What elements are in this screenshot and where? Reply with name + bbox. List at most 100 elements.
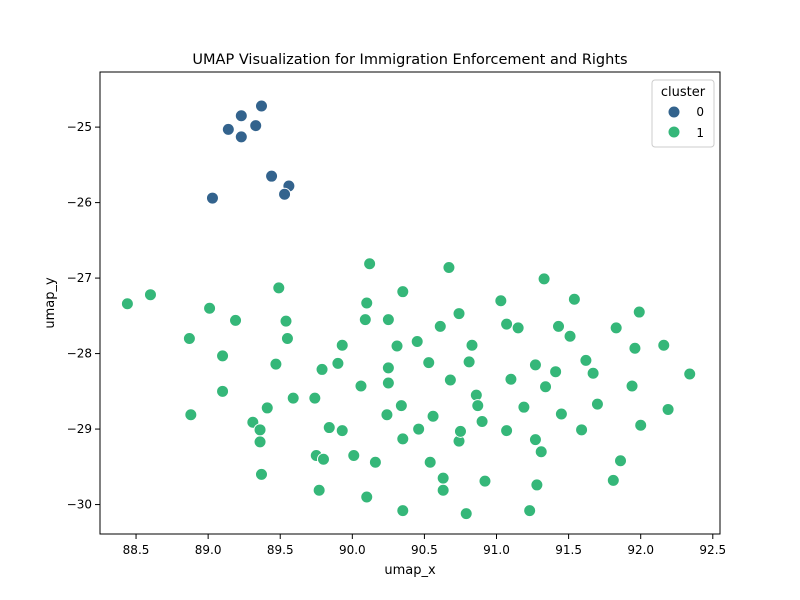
data-point-cluster-1 xyxy=(269,357,283,371)
data-point-cluster-1 xyxy=(184,408,198,422)
legend-marker-cluster-0 xyxy=(667,105,681,119)
data-point-cluster-1 xyxy=(253,435,267,449)
data-point-cluster-1 xyxy=(628,341,642,355)
x-tick-label: 92.0 xyxy=(627,543,654,557)
data-point-cluster-1 xyxy=(511,321,525,335)
data-point-cluster-1 xyxy=(280,331,294,345)
data-point-cluster-1 xyxy=(579,353,593,367)
data-point-cluster-1 xyxy=(381,313,395,327)
data-point-cluster-1 xyxy=(586,366,600,380)
data-point-cluster-1 xyxy=(539,380,553,394)
data-point-cluster-1 xyxy=(634,418,648,432)
data-point-cluster-1 xyxy=(335,338,349,352)
y-tick-label: −28 xyxy=(67,347,92,361)
data-point-cluster-1 xyxy=(459,507,473,521)
data-point-cluster-1 xyxy=(360,296,374,310)
data-point-cluster-1 xyxy=(381,376,395,390)
data-point-cluster-1 xyxy=(396,504,410,518)
data-point-cluster-0 xyxy=(234,130,248,144)
y-tick-label: −29 xyxy=(67,422,92,436)
data-point-cluster-1 xyxy=(120,297,134,311)
data-point-cluster-1 xyxy=(308,391,322,405)
data-point-cluster-1 xyxy=(575,423,589,437)
y-tick-label: −27 xyxy=(67,271,92,285)
data-point-cluster-1 xyxy=(272,281,286,295)
data-point-cluster-1 xyxy=(625,379,639,393)
legend-marker-cluster-1 xyxy=(667,125,681,139)
data-point-cluster-1 xyxy=(534,445,548,459)
data-point-cluster-0 xyxy=(254,99,268,113)
data-point-cluster-1 xyxy=(478,474,492,488)
data-point-cluster-0 xyxy=(265,169,279,183)
x-tick-label: 90.0 xyxy=(339,543,366,557)
data-point-cluster-1 xyxy=(462,355,476,369)
data-point-cluster-1 xyxy=(567,292,581,306)
data-point-cluster-1 xyxy=(552,319,566,333)
data-point-cluster-1 xyxy=(683,367,697,381)
data-point-cluster-1 xyxy=(182,331,196,345)
x-tick-label: 89.5 xyxy=(267,543,294,557)
data-point-cluster-1 xyxy=(229,313,243,327)
data-point-cluster-1 xyxy=(475,415,489,429)
data-point-cluster-1 xyxy=(390,339,404,353)
data-point-cluster-1 xyxy=(433,319,447,333)
data-point-cluster-1 xyxy=(657,338,671,352)
x-axis-label: umap_x xyxy=(384,563,436,578)
data-point-cluster-1 xyxy=(500,424,514,438)
data-point-cluster-1 xyxy=(530,478,544,492)
data-point-cluster-1 xyxy=(260,401,274,415)
data-point-cluster-1 xyxy=(381,361,395,375)
data-point-cluster-1 xyxy=(443,373,457,387)
data-point-cluster-1 xyxy=(331,356,345,370)
data-point-cluster-1 xyxy=(500,317,514,331)
data-point-cluster-1 xyxy=(396,285,410,299)
x-tick-label: 88.5 xyxy=(123,543,150,557)
y-tick-label: −25 xyxy=(67,120,92,134)
legend-label-cluster-1: 1 xyxy=(696,126,704,140)
data-point-cluster-1 xyxy=(442,261,456,275)
data-point-cluster-1 xyxy=(203,301,217,315)
data-point-cluster-1 xyxy=(423,455,437,469)
plot-area-frame xyxy=(99,71,721,535)
data-point-cluster-1 xyxy=(606,473,620,487)
data-point-cluster-1 xyxy=(412,422,426,436)
data-point-cluster-1 xyxy=(363,257,377,271)
data-point-cluster-1 xyxy=(380,408,394,422)
data-point-cluster-1 xyxy=(452,307,466,321)
data-point-cluster-1 xyxy=(354,379,368,393)
x-tick-label: 91.0 xyxy=(483,543,510,557)
data-point-cluster-1 xyxy=(436,483,450,497)
legend: cluster 0 1 xyxy=(651,79,715,148)
data-point-cluster-1 xyxy=(609,321,623,335)
data-point-cluster-1 xyxy=(312,483,326,497)
data-point-cluster-0 xyxy=(205,191,219,205)
data-point-cluster-1 xyxy=(614,454,628,468)
legend-title: cluster xyxy=(661,85,706,100)
data-point-cluster-1 xyxy=(549,365,563,379)
data-point-cluster-1 xyxy=(494,294,508,308)
data-point-cluster-0 xyxy=(221,122,235,136)
data-point-cluster-0 xyxy=(234,109,248,123)
data-point-cluster-1 xyxy=(471,399,485,413)
data-point-cluster-1 xyxy=(469,388,483,402)
data-point-cluster-1 xyxy=(554,407,568,421)
data-point-cluster-1 xyxy=(465,338,479,352)
x-tick-label: 91.5 xyxy=(555,543,582,557)
data-point-cluster-1 xyxy=(322,421,336,435)
legend-label-cluster-0: 0 xyxy=(696,105,704,119)
x-axis-ticks: 88.5 89.0 89.5 90.0 90.5 91.0 91.5 92.0 92.5 xyxy=(123,534,726,557)
data-point-cluster-0 xyxy=(278,187,292,201)
data-point-cluster-1 xyxy=(358,313,372,327)
data-point-cluster-1 xyxy=(216,349,230,363)
data-point-cluster-1 xyxy=(315,362,329,376)
data-point-cluster-1 xyxy=(286,391,300,405)
data-point-cluster-1 xyxy=(426,409,440,423)
legend-box xyxy=(651,79,715,148)
data-point-cluster-1 xyxy=(632,305,646,319)
y-tick-label: −30 xyxy=(67,498,92,512)
data-point-cluster-0 xyxy=(249,119,263,133)
data-point-cluster-1 xyxy=(347,448,361,462)
y-tick-label: −26 xyxy=(67,196,92,210)
data-point-cluster-1 xyxy=(216,384,230,398)
